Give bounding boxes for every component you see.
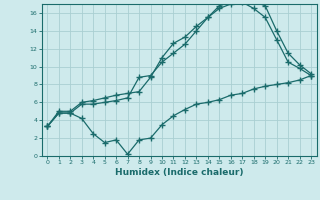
X-axis label: Humidex (Indice chaleur): Humidex (Indice chaleur): [115, 168, 244, 177]
